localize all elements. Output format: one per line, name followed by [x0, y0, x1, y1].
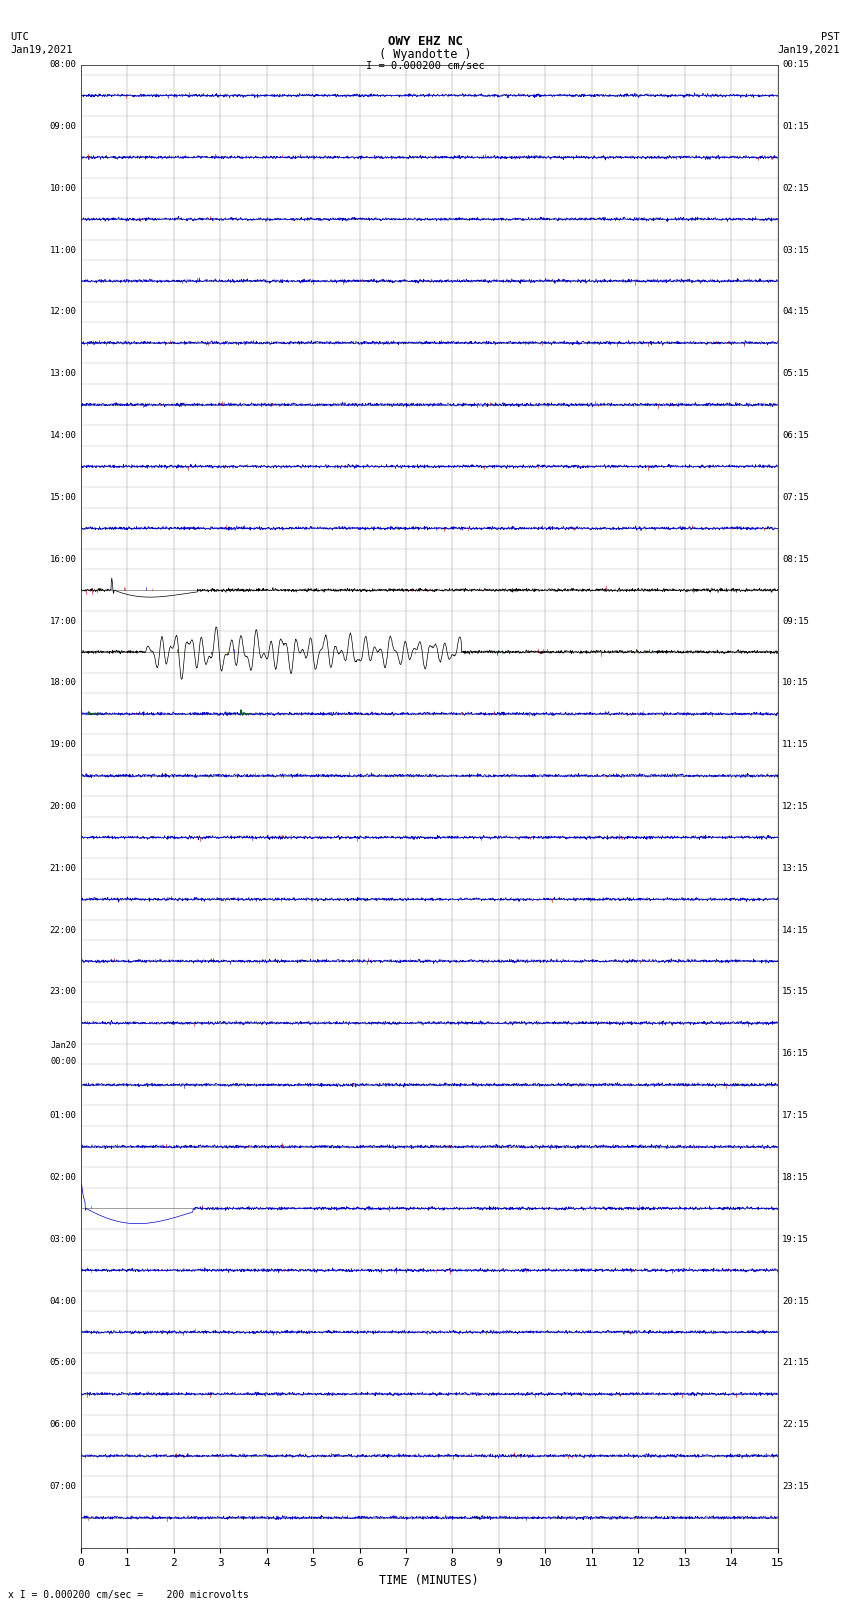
Text: 11:00: 11:00 [49, 245, 76, 255]
Text: 08:00: 08:00 [49, 60, 76, 69]
Text: 00:00: 00:00 [50, 1058, 76, 1066]
Text: 05:00: 05:00 [49, 1358, 76, 1368]
Text: 06:00: 06:00 [49, 1421, 76, 1429]
Text: OWY EHZ NC: OWY EHZ NC [388, 35, 462, 48]
Text: 11:15: 11:15 [782, 740, 809, 748]
Text: 06:15: 06:15 [782, 431, 809, 440]
Text: 23:15: 23:15 [782, 1482, 809, 1490]
Text: 08:15: 08:15 [782, 555, 809, 563]
Text: 19:15: 19:15 [782, 1236, 809, 1244]
X-axis label: TIME (MINUTES): TIME (MINUTES) [379, 1574, 479, 1587]
Text: 04:00: 04:00 [49, 1297, 76, 1305]
Text: Jan19,2021: Jan19,2021 [10, 45, 73, 55]
Text: 00:15: 00:15 [782, 60, 809, 69]
Text: 02:15: 02:15 [782, 184, 809, 192]
Text: 01:00: 01:00 [49, 1111, 76, 1119]
Text: 22:00: 22:00 [49, 926, 76, 934]
Text: 07:15: 07:15 [782, 494, 809, 502]
Text: 17:15: 17:15 [782, 1111, 809, 1119]
Text: 09:15: 09:15 [782, 616, 809, 626]
Text: x I = 0.000200 cm/sec =    200 microvolts: x I = 0.000200 cm/sec = 200 microvolts [8, 1590, 249, 1600]
Text: I = 0.000200 cm/sec: I = 0.000200 cm/sec [366, 61, 484, 71]
Text: 03:00: 03:00 [49, 1236, 76, 1244]
Text: 14:00: 14:00 [49, 431, 76, 440]
Text: Jan19,2021: Jan19,2021 [777, 45, 840, 55]
Text: 23:00: 23:00 [49, 987, 76, 997]
Text: 03:15: 03:15 [782, 245, 809, 255]
Text: PST: PST [821, 32, 840, 42]
Text: 10:15: 10:15 [782, 679, 809, 687]
Text: 15:00: 15:00 [49, 494, 76, 502]
Text: 19:00: 19:00 [49, 740, 76, 748]
Text: 12:00: 12:00 [49, 308, 76, 316]
Text: 16:15: 16:15 [782, 1050, 809, 1058]
Text: 18:15: 18:15 [782, 1173, 809, 1182]
Text: 07:00: 07:00 [49, 1482, 76, 1490]
Text: ( Wyandotte ): ( Wyandotte ) [379, 48, 471, 61]
Text: 18:00: 18:00 [49, 679, 76, 687]
Text: 05:15: 05:15 [782, 369, 809, 377]
Text: 14:15: 14:15 [782, 926, 809, 934]
Text: 17:00: 17:00 [49, 616, 76, 626]
Text: 20:15: 20:15 [782, 1297, 809, 1305]
Text: 22:15: 22:15 [782, 1421, 809, 1429]
Text: UTC: UTC [10, 32, 29, 42]
Text: 16:00: 16:00 [49, 555, 76, 563]
Text: 21:15: 21:15 [782, 1358, 809, 1368]
Text: 13:15: 13:15 [782, 865, 809, 873]
Text: Jan20: Jan20 [50, 1042, 76, 1050]
Text: 12:15: 12:15 [782, 802, 809, 811]
Text: 09:00: 09:00 [49, 123, 76, 131]
Text: 01:15: 01:15 [782, 123, 809, 131]
Text: 20:00: 20:00 [49, 802, 76, 811]
Text: 04:15: 04:15 [782, 308, 809, 316]
Text: 02:00: 02:00 [49, 1173, 76, 1182]
Text: 21:00: 21:00 [49, 865, 76, 873]
Text: 15:15: 15:15 [782, 987, 809, 997]
Text: 13:00: 13:00 [49, 369, 76, 377]
Text: 10:00: 10:00 [49, 184, 76, 192]
